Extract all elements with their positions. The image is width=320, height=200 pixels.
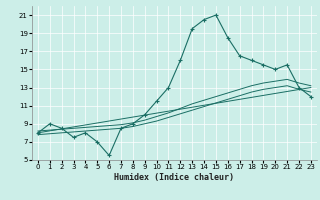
X-axis label: Humidex (Indice chaleur): Humidex (Indice chaleur)	[115, 173, 234, 182]
